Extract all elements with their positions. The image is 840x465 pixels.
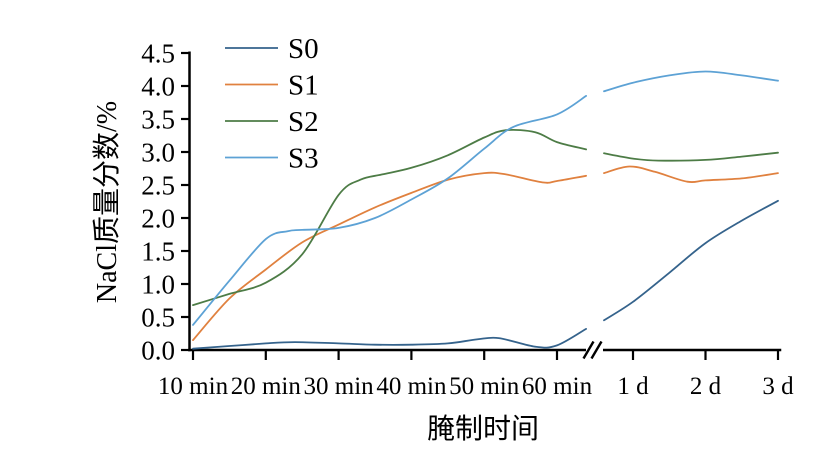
legend-item-S1: S1 xyxy=(225,70,319,102)
series-line-S2-min xyxy=(192,128,587,306)
y-tick-label: 0.0 xyxy=(141,336,175,366)
legend-item-S0: S0 xyxy=(225,33,319,65)
legend: S0 S1 S2 S3 xyxy=(225,33,319,175)
y-axis-title: NaCl质量分数/% xyxy=(91,101,123,303)
x-tick-label: 50 min xyxy=(449,373,520,400)
series-line-S0-day xyxy=(603,199,779,322)
y-tick-label: 2.5 xyxy=(141,171,175,201)
series-line-S2-day xyxy=(603,151,779,162)
axis-break-mark xyxy=(582,340,595,360)
y-tick-label: 3.5 xyxy=(141,105,175,135)
x-tick-label: 40 min xyxy=(376,373,447,400)
x-tick-label: 60 min xyxy=(522,373,593,400)
series-line-S1-min xyxy=(192,171,587,341)
series-line-S3-min xyxy=(192,95,587,326)
series-line-S3-day xyxy=(603,70,779,93)
legend-label-S3: S3 xyxy=(288,143,319,175)
y-tick-label: 4.5 xyxy=(141,39,175,69)
x-tick-label: 1 d xyxy=(617,373,649,400)
legend-label-S2: S2 xyxy=(288,106,319,138)
x-tick-label: 10 min xyxy=(158,373,229,400)
x-tick-label: 20 min xyxy=(231,373,302,400)
x-tick-label: 2 d xyxy=(690,373,722,400)
x-tick-label: 30 min xyxy=(304,373,375,400)
y-tick-label: 4.0 xyxy=(141,72,175,102)
y-tick-label: 2.0 xyxy=(141,204,175,234)
legend-item-S2: S2 xyxy=(225,106,319,138)
y-tick-label: 0.5 xyxy=(141,303,175,333)
legend-item-S3: S3 xyxy=(225,143,319,175)
series-line-S0-min xyxy=(192,328,587,350)
y-tick-label: 3.0 xyxy=(141,138,175,168)
x-tick-label: 3 d xyxy=(762,373,794,400)
axis-break-mark xyxy=(590,340,603,360)
legend-label-S0: S0 xyxy=(288,33,319,65)
series-lines xyxy=(192,70,779,350)
series-line-S1-day xyxy=(603,165,779,184)
y-tick-label: 1.0 xyxy=(141,270,175,300)
axes: 0.00.51.01.52.02.53.03.54.04.5 10 min 20 m… xyxy=(141,39,794,401)
legend-label-S1: S1 xyxy=(288,70,319,102)
x-axis-title: 腌制时间 xyxy=(427,413,539,445)
y-tick-label: 1.5 xyxy=(141,237,175,267)
